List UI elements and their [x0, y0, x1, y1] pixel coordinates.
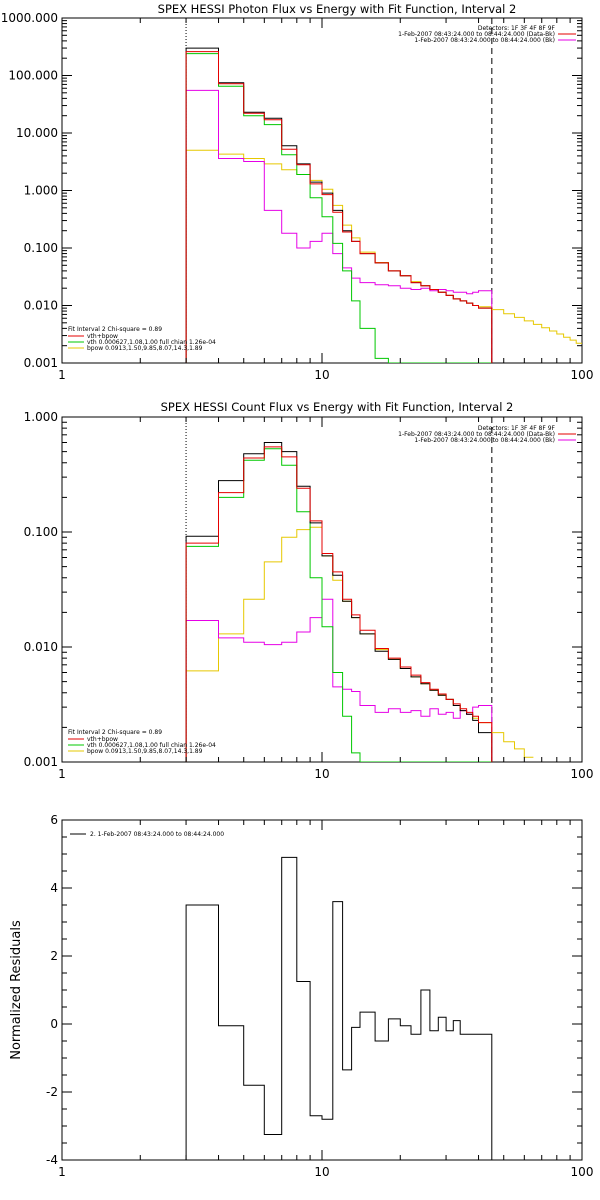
- photon-series-vth-bpow: [185, 51, 493, 363]
- count-legend-bpow: bpow 0.0913,1.50,9.85,8.07,14.3,1.89: [87, 748, 203, 755]
- count-x-tick-label: 10: [314, 767, 329, 781]
- count-series-bpow: [185, 526, 493, 762]
- count-legend-bottom-left: Fit Interval 2 Chi-square = 0.89 vth+bpo…: [68, 729, 216, 755]
- photon-legend-vth: vth 0.000627,1.08,1.00 full chian 1.26e-…: [87, 339, 216, 346]
- count-y-tick-label: 0.100: [24, 525, 58, 539]
- count-legend-data-bk: 1-Feb-2007 08:43:24.000 to 08:44:24.000 …: [398, 431, 555, 438]
- photon-y-tick-label: 0.010: [24, 299, 58, 313]
- residuals-marks: [185, 856, 493, 1160]
- photon-x-tick-label: 100: [571, 368, 594, 382]
- residuals-axes: 1 10 100 -4 -2 0 2 4 6: [46, 813, 593, 1179]
- count-y-tick-label: 0.010: [24, 640, 58, 654]
- count-x-tick-label: 100: [571, 767, 594, 781]
- photon-y-tick-label: 100.000: [8, 69, 58, 83]
- photon-y-tick-label: 0.100: [24, 241, 58, 255]
- residuals-plot-frame: [61, 819, 583, 1161]
- residuals-x-tick-label: 100: [571, 1165, 594, 1179]
- photon-legend-data-bk: 1-Feb-2007 08:43:24.000 to 08:44:24.000 …: [398, 31, 555, 38]
- residuals-series: [185, 856, 493, 1160]
- count-series-background: [185, 598, 493, 762]
- count-series-vth-bpow: [185, 446, 493, 762]
- photon-series-vth: [185, 53, 492, 363]
- photon-flux-title: SPEX HESSI Photon Flux vs Energy with Fi…: [158, 2, 517, 16]
- count-flux-axes: 1 10 100 0.001 0.010 0.100 1.000: [24, 410, 594, 781]
- photon-flux-axes: 1 10 100 0.001 0.010 0.100 1.000 10.000 100.000 1…: [1, 11, 594, 382]
- count-legend-vthbpow: vth+bpow: [87, 736, 118, 743]
- residuals-panel: 1 10 100 -4 -2 0 2 4 6 2. 1-Feb-2007 08:43:24.00…: [9, 813, 593, 1179]
- photon-series-bpow: [185, 149, 493, 363]
- photon-y-tick-label: 1.000: [24, 184, 58, 198]
- count-fit-header: Fit Interval 2 Chi-square = 0.89: [68, 729, 162, 736]
- photon-x-tick-label: 10: [314, 368, 329, 382]
- residuals-y-tick-label: 4: [50, 881, 58, 895]
- residuals-y-tick-label: 6: [50, 813, 58, 827]
- photon-legend-vthbpow: vth+bpow: [87, 333, 118, 340]
- count-flux-panel: SPEX HESSI Count Flux vs Energy with Fit…: [24, 400, 594, 781]
- count-y-tick-label: 1.000: [24, 410, 58, 424]
- photon-y-tick-label: 0.001: [24, 356, 58, 370]
- residuals-y-tick-label: 0: [50, 1017, 58, 1031]
- count-flux-title: SPEX HESSI Count Flux vs Energy with Fit…: [161, 400, 514, 414]
- photon-flux-panel: SPEX HESSI Photon Flux vs Energy with Fi…: [1, 2, 594, 382]
- photon-flux-marks: [185, 18, 582, 363]
- count-series-bpow-tail: [491, 732, 534, 758]
- photon-y-tick-label: 10.000: [16, 126, 58, 140]
- photon-legend-top-right: 1-Feb-2007 08:43:24.000 to 08:44:24.000 …: [398, 31, 576, 44]
- count-detectors-label: Detectors: 1F 3F 4F 8F 9F: [478, 425, 556, 432]
- residuals-x-tick-label: 1: [58, 1165, 66, 1179]
- photon-fit-header: Fit Interval 2 Chi-square = 0.89: [68, 326, 162, 333]
- photon-series-background: [185, 89, 493, 363]
- count-legend-vth: vth 0.000627,1.08,1.00 full chian 1.26e-…: [87, 742, 216, 749]
- residuals-y-axis-label: Normalized Residuals: [9, 920, 24, 1060]
- photon-series-bpow-tail: [491, 309, 582, 344]
- count-flux-marks: [185, 417, 534, 762]
- count-y-tick-label: 0.001: [24, 755, 58, 769]
- residuals-y-tick-label: 2: [50, 949, 58, 963]
- count-series-vth: [185, 448, 492, 762]
- photon-y-tick-label: 1000.000: [1, 11, 58, 25]
- photon-detectors-label: Detectors: 1F 3F 4F 8F 9F: [478, 25, 556, 32]
- residuals-y-tick-label: -4: [46, 1153, 58, 1167]
- count-legend-top-right: 1-Feb-2007 08:43:24.000 to 08:44:24.000 …: [398, 431, 576, 444]
- residuals-legend: 2. 1-Feb-2007 08:43:24.000 to 08:44:24.0…: [90, 831, 224, 838]
- residuals-y-tick-label: -2: [46, 1085, 58, 1099]
- photon-legend-bk: 1-Feb-2007 08:43:24.000 to 08:44:24.000 …: [414, 37, 555, 44]
- count-legend-bk: 1-Feb-2007 08:43:24.000 to 08:44:24.000 …: [414, 437, 555, 444]
- residuals-x-tick-label: 10: [314, 1165, 329, 1179]
- photon-legend-bottom-left: Fit Interval 2 Chi-square = 0.89 vth+bpo…: [68, 326, 216, 352]
- photon-x-tick-label: 1: [58, 368, 66, 382]
- count-x-tick-label: 1: [58, 767, 66, 781]
- photon-legend-bpow: bpow 0.0913,1.50,9.85,8.07,14.3,1.89: [87, 345, 203, 352]
